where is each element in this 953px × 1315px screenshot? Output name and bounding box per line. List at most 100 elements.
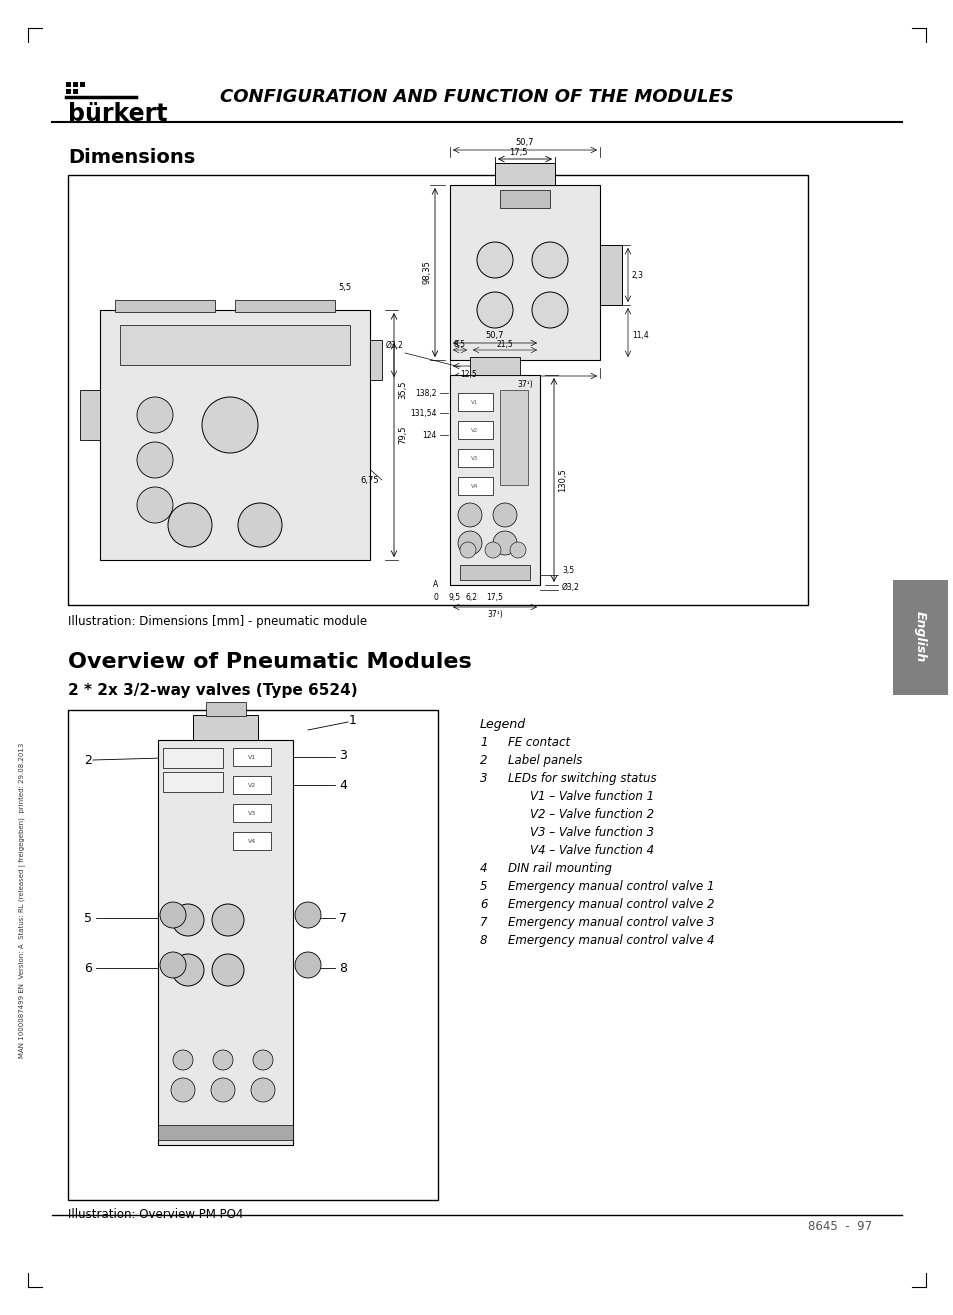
Bar [163, 748, 223, 768]
Bar [892, 580, 947, 696]
Bar [193, 715, 257, 740]
Bar [233, 832, 271, 849]
Circle shape [510, 542, 525, 558]
Text: V2: V2 [248, 782, 255, 788]
Text: 9,5: 9,5 [449, 593, 460, 602]
Text: V4 – Valve function 4: V4 – Valve function 4 [530, 844, 654, 857]
Circle shape [294, 952, 320, 978]
Text: Ø3,2: Ø3,2 [386, 341, 403, 350]
Text: V4: V4 [471, 484, 478, 488]
Text: MAN 1000087499 EN  Version: A  Status: RL (released | freigegeben)  printed: 29.: MAN 1000087499 EN Version: A Status: RL … [18, 742, 26, 1057]
Text: 131,54: 131,54 [410, 409, 436, 417]
Text: 5,5: 5,5 [338, 283, 352, 292]
Bar [495, 163, 555, 185]
Bar [120, 325, 350, 366]
Text: V3: V3 [248, 810, 255, 815]
Text: 3: 3 [338, 748, 347, 761]
Circle shape [457, 504, 481, 527]
Circle shape [137, 397, 172, 433]
Text: 4: 4 [338, 778, 347, 792]
Text: 130,5: 130,5 [558, 468, 566, 492]
Circle shape [294, 902, 320, 928]
Bar [450, 375, 539, 585]
Circle shape [532, 292, 567, 327]
Text: Label panels: Label panels [507, 753, 581, 767]
Bar [233, 803, 271, 822]
Circle shape [137, 442, 172, 477]
Bar [499, 391, 527, 485]
Text: 6: 6 [479, 898, 487, 911]
Circle shape [212, 903, 244, 936]
Circle shape [493, 531, 517, 555]
Circle shape [476, 242, 513, 277]
Text: 7: 7 [338, 911, 347, 924]
Text: 17,5: 17,5 [486, 593, 503, 602]
Text: Illustration: Overview PM PO4: Illustration: Overview PM PO4 [68, 1208, 243, 1222]
Circle shape [476, 292, 513, 327]
Circle shape [457, 531, 481, 555]
Text: Ø3,2: Ø3,2 [561, 583, 579, 592]
Text: 6: 6 [84, 961, 91, 974]
Text: 2 * 2x 3/2-way valves (Type 6524): 2 * 2x 3/2-way valves (Type 6524) [68, 682, 357, 698]
Bar [115, 300, 214, 312]
Circle shape [253, 1049, 273, 1070]
Text: DIN rail mounting: DIN rail mounting [507, 863, 612, 874]
Bar [80, 82, 85, 87]
Text: 35,5: 35,5 [397, 381, 407, 400]
Text: 7: 7 [479, 917, 487, 928]
Text: 17,5: 17,5 [508, 149, 527, 156]
Text: Emergency manual control valve 3: Emergency manual control valve 3 [507, 917, 714, 928]
Bar [233, 776, 271, 794]
Text: Dimensions: Dimensions [68, 149, 195, 167]
Text: Emergency manual control valve 2: Emergency manual control valve 2 [507, 898, 714, 911]
Bar [163, 772, 223, 792]
Text: 0: 0 [433, 593, 437, 602]
Text: English: English [913, 611, 925, 663]
Text: 138,2: 138,2 [416, 388, 436, 397]
Circle shape [211, 1078, 234, 1102]
Bar [457, 393, 493, 412]
Circle shape [493, 504, 517, 527]
Text: 37¹): 37¹) [487, 610, 502, 619]
Text: 2: 2 [479, 753, 487, 767]
Bar [459, 565, 530, 580]
Circle shape [168, 504, 212, 547]
Circle shape [171, 1078, 194, 1102]
Text: 79,5: 79,5 [397, 426, 407, 444]
Circle shape [212, 953, 244, 986]
Text: V1: V1 [471, 400, 478, 405]
Bar [470, 356, 519, 375]
Text: 1: 1 [349, 714, 356, 726]
Bar [100, 310, 370, 560]
Text: 5: 5 [84, 911, 91, 924]
Text: 37¹): 37¹) [517, 380, 533, 389]
Bar [73, 89, 78, 93]
Circle shape [172, 1049, 193, 1070]
Bar [158, 740, 293, 1145]
Text: 6,2: 6,2 [465, 593, 477, 602]
Bar [450, 185, 599, 360]
Bar [66, 89, 71, 93]
Bar [206, 702, 246, 715]
Bar [66, 82, 71, 87]
Text: FE contact: FE contact [507, 736, 570, 750]
Text: 3,5: 3,5 [561, 565, 574, 575]
Bar [457, 448, 493, 467]
Text: bürkert: bürkert [68, 103, 168, 126]
Bar [457, 421, 493, 439]
Circle shape [202, 397, 257, 452]
Bar [599, 245, 621, 305]
Text: 3: 3 [479, 772, 487, 785]
Text: 2: 2 [84, 753, 91, 767]
Circle shape [213, 1049, 233, 1070]
Text: 4: 4 [479, 863, 487, 874]
Text: V1 – Valve function 1: V1 – Valve function 1 [530, 790, 654, 803]
Bar [370, 341, 381, 380]
Text: V1: V1 [248, 755, 255, 760]
Bar [68, 710, 437, 1201]
Text: 50,7: 50,7 [485, 331, 504, 341]
Bar [233, 748, 271, 767]
Text: V4: V4 [248, 839, 255, 843]
Text: Emergency manual control valve 4: Emergency manual control valve 4 [507, 934, 714, 947]
Text: 124: 124 [422, 430, 436, 439]
